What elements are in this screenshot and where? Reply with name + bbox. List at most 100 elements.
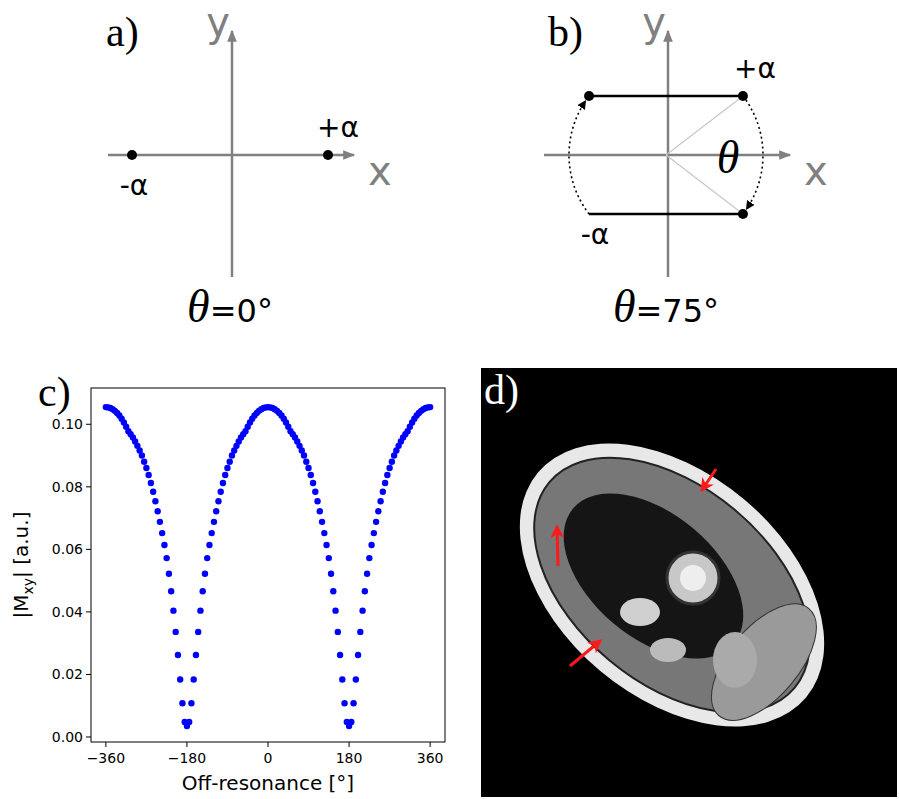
plot-points xyxy=(103,404,434,729)
data-point xyxy=(166,571,172,577)
data-point xyxy=(368,542,374,548)
y-tick-label: 0.06 xyxy=(52,541,83,557)
x-tick xyxy=(105,742,106,747)
connector-line xyxy=(589,95,743,98)
x-axis-label: x xyxy=(804,148,828,194)
rotation-arc xyxy=(569,101,589,214)
data-point xyxy=(186,719,192,725)
data-point xyxy=(373,519,379,525)
x-tick-label: −180 xyxy=(168,750,206,766)
data-point xyxy=(314,498,320,504)
data-point xyxy=(350,700,356,706)
x-axis-label: x xyxy=(368,148,392,194)
chart-panel: c)−360−18001803600.000.020.040.060.080.1… xyxy=(9,369,445,795)
y-tick-label: 0.04 xyxy=(52,604,83,620)
data-point xyxy=(209,530,215,536)
data-point xyxy=(319,519,325,525)
data-point xyxy=(143,465,149,471)
organ xyxy=(713,632,757,688)
data-point xyxy=(148,480,154,486)
data-point xyxy=(357,629,363,635)
plus-alpha-point xyxy=(738,91,748,101)
panel-label: a) xyxy=(106,9,139,56)
lungs xyxy=(533,461,774,691)
diagram-panel: b)xy+α-αθθ=75° xyxy=(544,0,828,332)
theta-caption: θ=0° xyxy=(187,281,273,332)
data-point xyxy=(224,465,230,471)
data-point xyxy=(353,676,359,682)
plus-alpha-label: +α xyxy=(734,52,776,85)
data-point xyxy=(222,472,228,478)
x-tick-label: 0 xyxy=(264,750,273,766)
heart-cavity xyxy=(680,565,706,591)
panel-label: d) xyxy=(484,367,519,414)
data-point xyxy=(355,652,361,658)
minus-alpha-label: -α xyxy=(120,169,149,202)
data-point xyxy=(157,519,163,525)
plus-alpha-point xyxy=(323,150,333,160)
red-arrow xyxy=(702,469,716,490)
y-tick xyxy=(86,674,91,675)
y-axis xyxy=(231,31,234,277)
data-point xyxy=(339,676,345,682)
data-point xyxy=(382,480,388,486)
x-tick-label: 180 xyxy=(336,750,363,766)
body-interior xyxy=(486,407,857,763)
data-point xyxy=(172,629,178,635)
liver xyxy=(692,586,836,738)
y-tick xyxy=(86,736,91,737)
data-point xyxy=(141,459,147,465)
rotation-arc xyxy=(743,96,763,209)
data-point xyxy=(384,472,390,478)
data-point xyxy=(380,489,386,495)
minus-alpha-point xyxy=(738,209,748,219)
y-tick-label: 0.02 xyxy=(52,666,83,682)
data-point xyxy=(308,472,314,478)
data-point xyxy=(188,700,194,706)
minus-alpha-label: -α xyxy=(581,218,610,251)
data-point xyxy=(159,530,165,536)
data-point xyxy=(335,629,341,635)
data-point xyxy=(389,459,395,465)
minus-alpha-point xyxy=(127,150,137,160)
data-point xyxy=(321,530,327,536)
x-tick xyxy=(186,742,187,747)
data-point xyxy=(330,588,336,594)
data-point xyxy=(170,607,176,613)
angle-label: θ xyxy=(717,132,740,183)
data-point xyxy=(218,489,224,495)
data-point xyxy=(175,652,181,658)
data-point xyxy=(139,452,145,458)
panel-label: c) xyxy=(38,369,71,416)
data-point xyxy=(168,588,174,594)
data-point xyxy=(328,571,334,577)
data-point xyxy=(371,530,377,536)
data-point xyxy=(197,607,203,613)
data-point xyxy=(206,542,212,548)
plot-frame xyxy=(91,388,445,742)
x-tick xyxy=(430,742,431,747)
data-point xyxy=(193,652,199,658)
data-point xyxy=(152,498,158,504)
y-axis-label: y xyxy=(642,0,666,45)
data-point xyxy=(332,607,338,613)
data-point xyxy=(154,508,160,514)
data-point xyxy=(161,542,167,548)
body-outline xyxy=(466,387,878,784)
data-point xyxy=(145,472,151,478)
data-point xyxy=(348,719,354,725)
data-point xyxy=(301,452,307,458)
x-tick xyxy=(268,742,269,747)
data-point xyxy=(323,542,329,548)
red-arrow xyxy=(570,641,600,666)
theta-symbol: θ xyxy=(613,281,636,332)
theta-value: =75° xyxy=(636,292,720,330)
connector-line xyxy=(589,213,743,216)
data-point xyxy=(375,508,381,514)
y-tick-label: 0.00 xyxy=(52,729,83,745)
data-point xyxy=(362,588,368,594)
x-tick-label: 360 xyxy=(417,750,444,766)
data-point xyxy=(359,607,365,613)
red-arrow xyxy=(557,527,558,566)
data-point xyxy=(310,480,316,486)
